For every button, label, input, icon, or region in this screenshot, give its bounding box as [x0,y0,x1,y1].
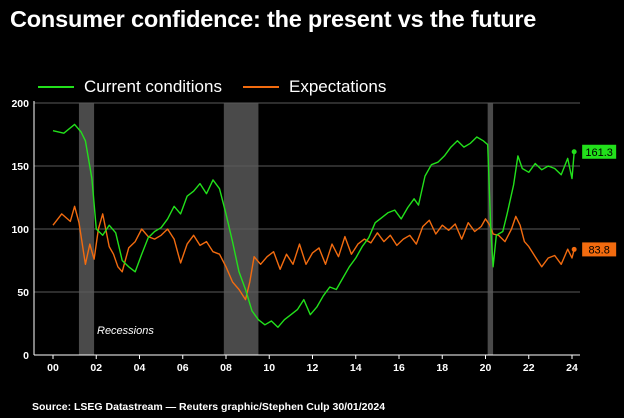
x-tick-label-16: 16 [393,362,405,374]
x-tick-label-22: 22 [523,362,535,374]
legend-swatch-current-conditions [38,86,74,88]
x-tick-label-24: 24 [566,362,578,374]
y-tick-label-100: 100 [11,224,29,236]
y-tick-label-50: 50 [17,287,29,299]
x-tick-label-10: 10 [263,362,275,374]
end-label-box-current-conditions [582,144,617,159]
x-tick-label-08: 08 [220,362,232,374]
legend-label-expectations: Expectations [289,77,387,96]
x-tick-label-14: 14 [350,362,362,374]
end-marker-current-conditions [571,149,577,155]
legend-item-current-conditions: Current conditions [38,77,222,97]
legend-swatch-expectations [243,86,279,88]
x-tick-label-18: 18 [436,362,448,374]
x-tick-label-12: 12 [307,362,319,374]
end-label-box-expectations [582,242,617,257]
end-label-expectations: 83.8 [588,244,609,256]
chart-title: Consumer confidence: the present vs the … [10,6,537,32]
x-tick-label-20: 20 [480,362,492,374]
end-label-current-conditions: 161.3 [585,147,613,159]
recessions-label: Recessions [97,325,154,337]
y-tick-label-0: 0 [23,350,29,362]
x-tick-label-02: 02 [90,362,102,374]
series-line-expectations [52,205,575,301]
series-line-current-conditions [52,123,575,328]
source-note: Source: LSEG Datastream — Reuters graphi… [32,401,386,413]
end-marker-expectations [571,246,577,252]
x-tick-label-04: 04 [134,362,146,374]
legend-label-current-conditions: Current conditions [84,77,222,96]
x-tick-label-00: 00 [47,362,59,374]
y-tick-label-200: 200 [11,98,29,110]
legend-item-expectations: Expectations [243,77,386,97]
y-tick-label-150: 150 [11,161,29,173]
x-tick-label-06: 06 [177,362,189,374]
